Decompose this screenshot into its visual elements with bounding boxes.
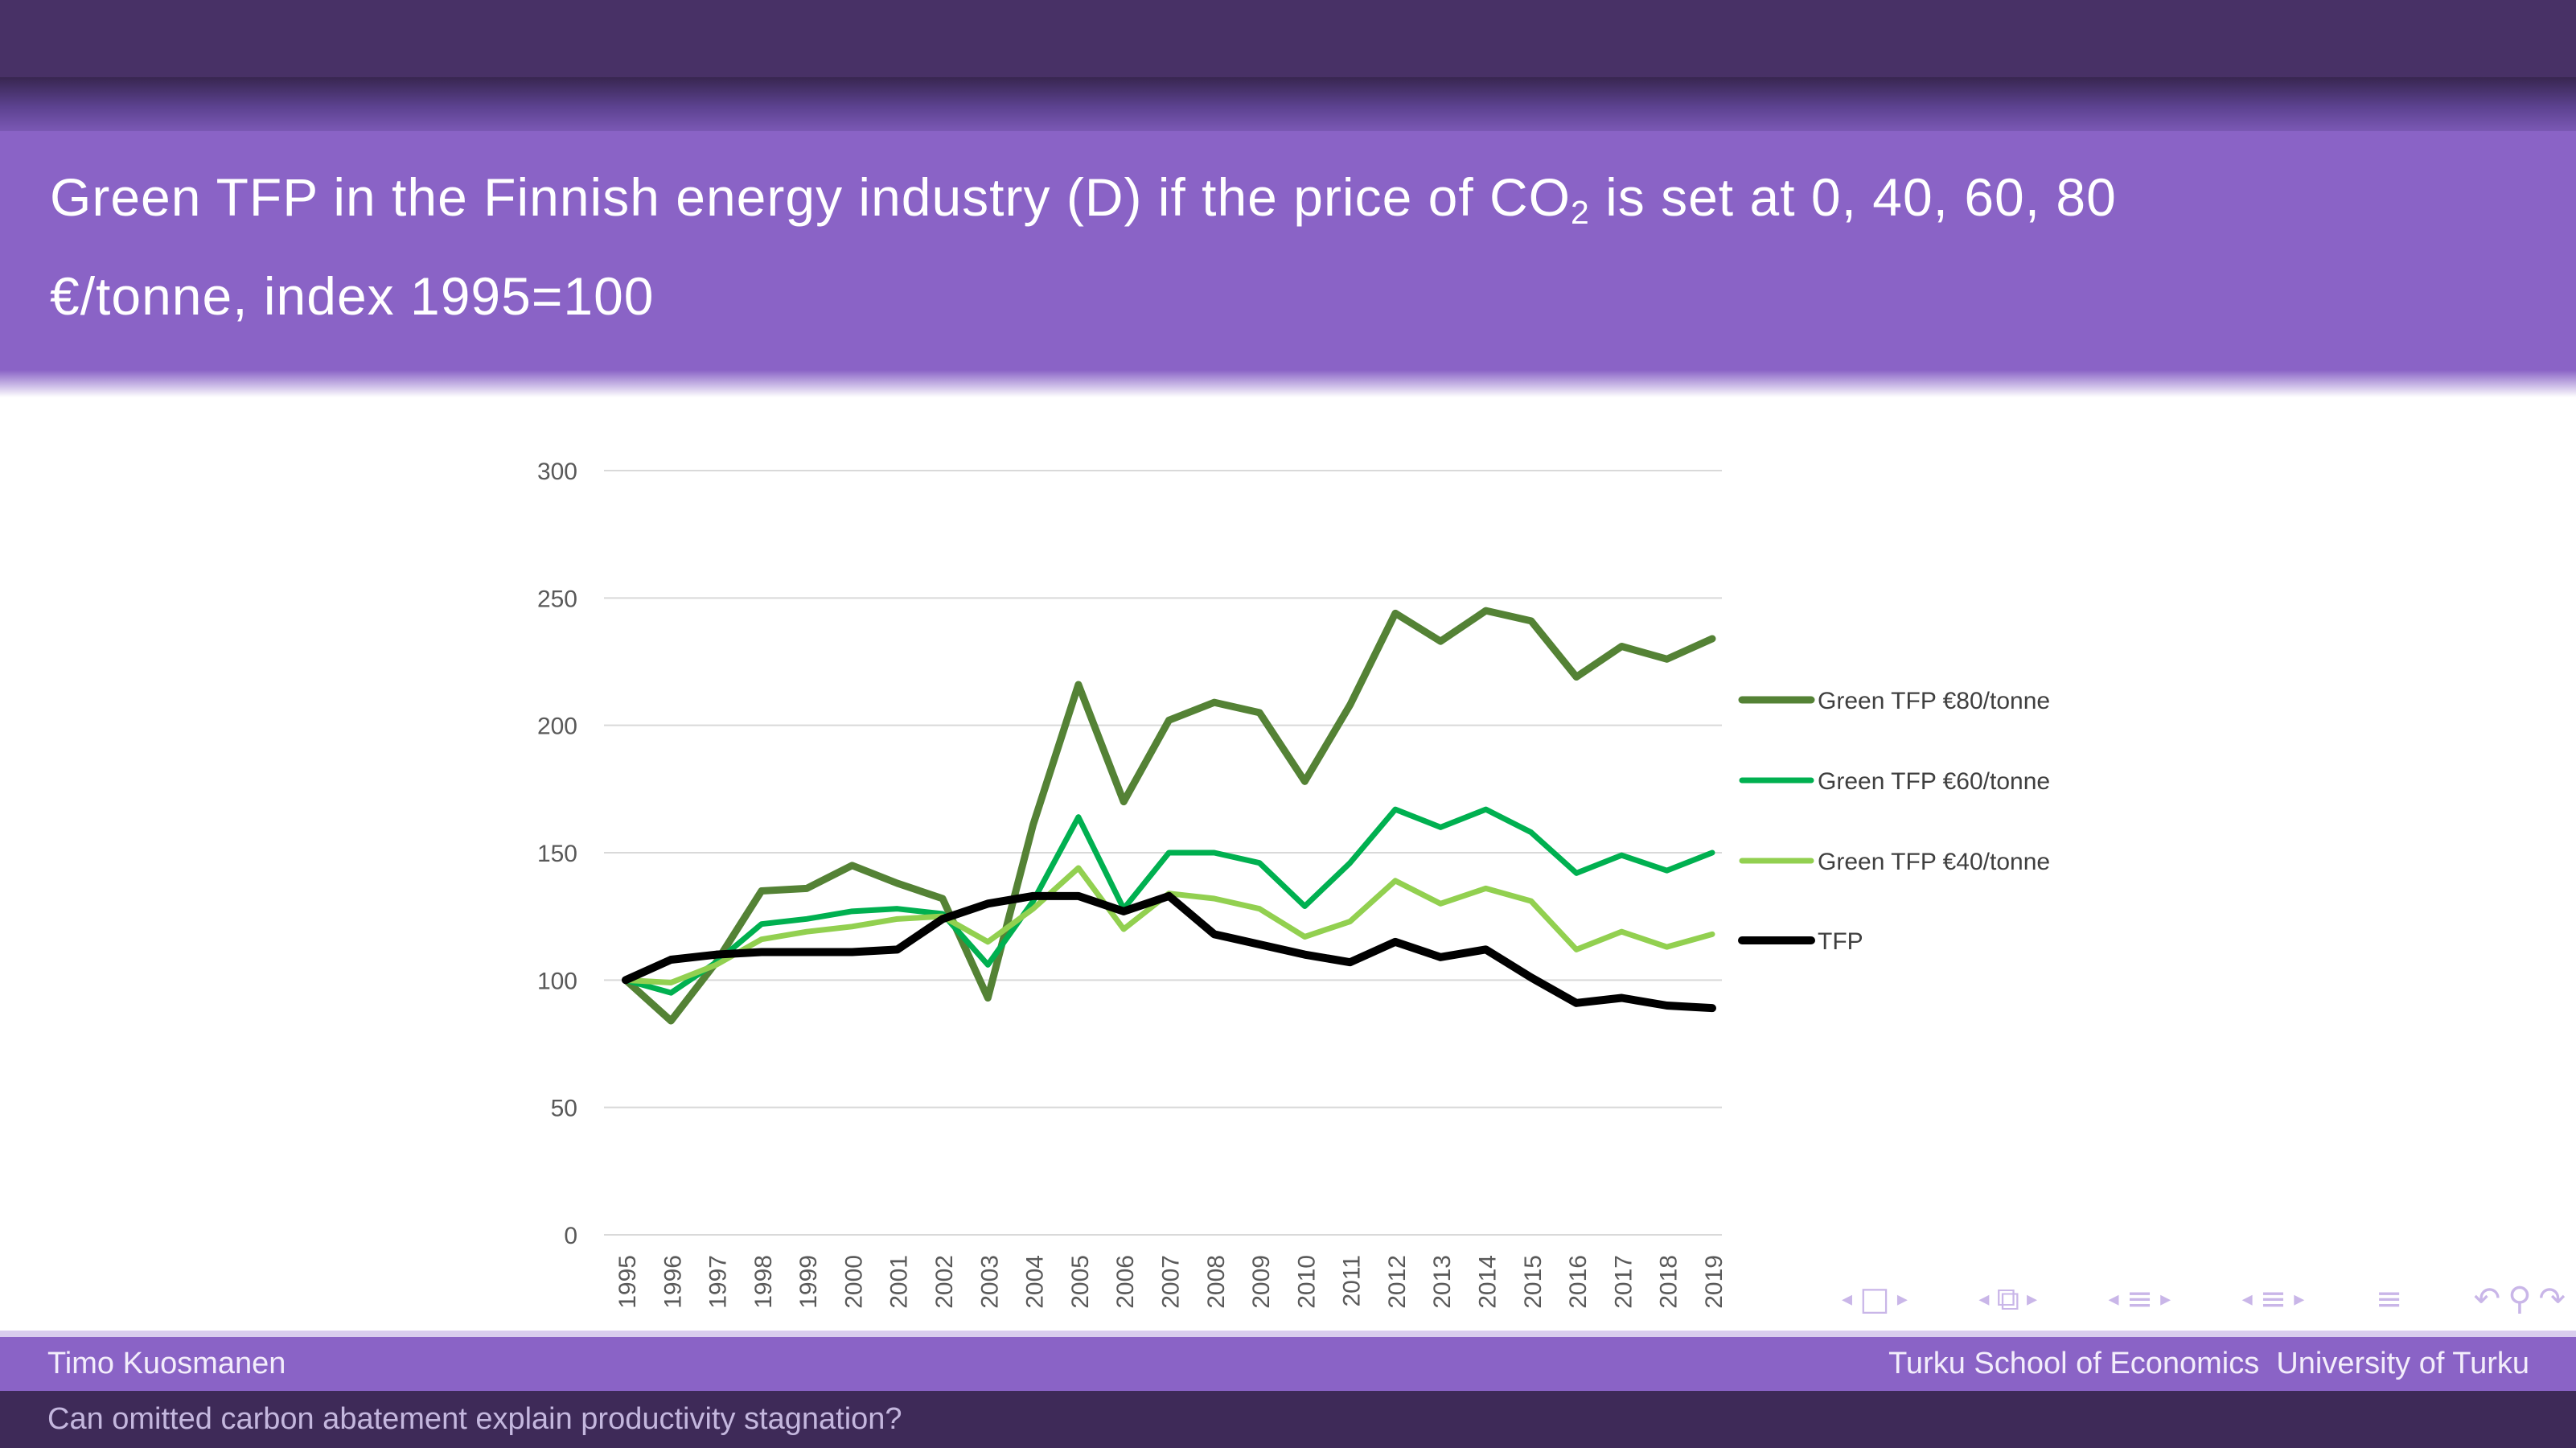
header-gradient-band bbox=[0, 77, 2576, 131]
x-axis-label-2001: 2001 bbox=[886, 1255, 913, 1309]
x-axis-label-1997: 1997 bbox=[705, 1255, 732, 1309]
x-axis-label-2010: 2010 bbox=[1293, 1255, 1320, 1309]
y-axis-label-50: 50 bbox=[551, 1096, 577, 1122]
legend-label-4: TFP bbox=[1818, 928, 1863, 955]
x-axis-label-2008: 2008 bbox=[1203, 1255, 1230, 1309]
x-axis-label-2003: 2003 bbox=[976, 1255, 1003, 1309]
x-axis-label-1996: 1996 bbox=[659, 1255, 686, 1309]
x-axis-label-2011: 2011 bbox=[1339, 1255, 1366, 1307]
x-axis-label-2019: 2019 bbox=[1701, 1255, 1728, 1309]
page-title: Green TFP in the Finnish energy industry… bbox=[50, 155, 2527, 338]
series-line-green-tfp-60-tonne bbox=[622, 806, 1715, 996]
title-line1-pre: Green TFP in the Finnish energy industry… bbox=[50, 167, 1571, 227]
nav-icon[interactable]: ⧉ bbox=[1996, 1281, 2019, 1318]
nav-prev-icon[interactable]: ◂ bbox=[2108, 1287, 2119, 1311]
x-axis-label-1999: 1999 bbox=[795, 1255, 822, 1309]
x-axis-label-2012: 2012 bbox=[1384, 1255, 1411, 1309]
x-axis-label-2017: 2017 bbox=[1610, 1255, 1637, 1309]
x-axis-label-2014: 2014 bbox=[1475, 1255, 1502, 1309]
nav-icon[interactable]: □ bbox=[1859, 1281, 1890, 1318]
legend-label-2: Green TFP €60/tonne bbox=[1818, 768, 2050, 795]
nav-frame-controls[interactable]: ◂ ⧉ ▸ bbox=[1978, 1283, 2037, 1315]
y-axis-label-150: 150 bbox=[537, 841, 577, 867]
x-axis-label-2015: 2015 bbox=[1520, 1255, 1547, 1309]
x-axis-label-1995: 1995 bbox=[614, 1255, 641, 1309]
legend-label-1: Green TFP €80/tonne bbox=[1818, 688, 2050, 714]
nav-icon[interactable]: ↶ bbox=[2473, 1281, 2501, 1318]
y-axis-label-250: 250 bbox=[537, 586, 577, 612]
y-axis-label-100: 100 bbox=[537, 968, 577, 994]
title-line1-post: is set at 0, 40, 60, 80 bbox=[1589, 167, 2117, 227]
x-axis-label-2002: 2002 bbox=[931, 1255, 958, 1309]
nav-next-icon[interactable]: ▸ bbox=[1896, 1287, 1908, 1311]
x-axis-label-2016: 2016 bbox=[1565, 1255, 1592, 1309]
nav-prev-icon[interactable]: ◂ bbox=[1978, 1287, 1990, 1311]
x-axis-label-1998: 1998 bbox=[750, 1255, 777, 1309]
title-block: Green TFP in the Finnish energy industry… bbox=[0, 131, 2576, 370]
footer-institute: Turku School of Economics University of … bbox=[1888, 1347, 2529, 1380]
nav-section-controls[interactable]: ◂ ≡ ▸ bbox=[2109, 1283, 2171, 1315]
nav-next-icon[interactable]: ▸ bbox=[2294, 1287, 2305, 1311]
y-axis-label-300: 300 bbox=[537, 459, 577, 485]
nav-slide-controls[interactable]: ◂ □ ▸ bbox=[1842, 1283, 1908, 1315]
nav-back-find-forward[interactable]: ↶ ⚲ ↷ bbox=[2474, 1283, 2566, 1315]
title-line2: €/tonne, index 1995=100 bbox=[50, 266, 655, 327]
nav-next-icon[interactable]: ▸ bbox=[2160, 1287, 2171, 1311]
x-axis-label-2018: 2018 bbox=[1656, 1255, 1682, 1309]
top-bar bbox=[0, 0, 2576, 77]
nav-next-icon[interactable]: ▸ bbox=[2027, 1287, 2038, 1311]
x-axis-label-2006: 2006 bbox=[1112, 1255, 1139, 1309]
y-axis-label-0: 0 bbox=[564, 1223, 577, 1249]
nav-icon[interactable]: ⚲ bbox=[2508, 1281, 2532, 1318]
title-co2-subscript: 2 bbox=[1571, 194, 1590, 232]
nav-subsection-controls[interactable]: ◂ ≡ ▸ bbox=[2242, 1283, 2305, 1315]
nav-prev-icon[interactable]: ◂ bbox=[1842, 1287, 1853, 1311]
nav-appendix[interactable]: ≡ bbox=[2376, 1283, 2403, 1315]
footer-divider-strip bbox=[0, 1331, 2576, 1337]
series-line-tfp bbox=[622, 891, 1716, 1013]
beamer-navigation-bar: ◂ □ ▸ ◂ ⧉ ▸ ◂ ≡ ▸ ◂ ≡ ▸ ≡ ↶ ⚲ ↷ bbox=[1842, 1274, 2566, 1324]
nav-icon[interactable]: ≡ bbox=[2375, 1281, 2403, 1318]
y-axis-label-200: 200 bbox=[537, 714, 577, 740]
series-line-green-tfp-80-tonne bbox=[622, 607, 1716, 1025]
x-axis-label-2013: 2013 bbox=[1429, 1255, 1456, 1309]
nav-icon[interactable]: ≡ bbox=[2126, 1281, 2154, 1318]
title-fade bbox=[0, 370, 2576, 397]
x-axis-label-2007: 2007 bbox=[1157, 1255, 1184, 1309]
series-line-green-tfp-40-tonne bbox=[622, 865, 1715, 985]
footer-author-row: Timo Kuosmanen Turku School of Economics… bbox=[0, 1337, 2576, 1391]
x-axis-label-2009: 2009 bbox=[1248, 1255, 1275, 1309]
x-axis-label-2004: 2004 bbox=[1022, 1255, 1049, 1309]
footer-paper-title: Can omitted carbon abatement explain pro… bbox=[47, 1402, 902, 1436]
nav-icon[interactable]: ↷ bbox=[2538, 1281, 2566, 1318]
nav-prev-icon[interactable]: ◂ bbox=[2241, 1287, 2253, 1311]
nav-icon[interactable]: ≡ bbox=[2259, 1281, 2287, 1318]
x-axis-label-2005: 2005 bbox=[1067, 1255, 1094, 1309]
legend-label-3: Green TFP €40/tonne bbox=[1818, 849, 2050, 875]
footer-title-row: Can omitted carbon abatement explain pro… bbox=[0, 1391, 2576, 1448]
footer-author: Timo Kuosmanen bbox=[47, 1347, 286, 1380]
x-axis-label-2000: 2000 bbox=[840, 1255, 867, 1309]
